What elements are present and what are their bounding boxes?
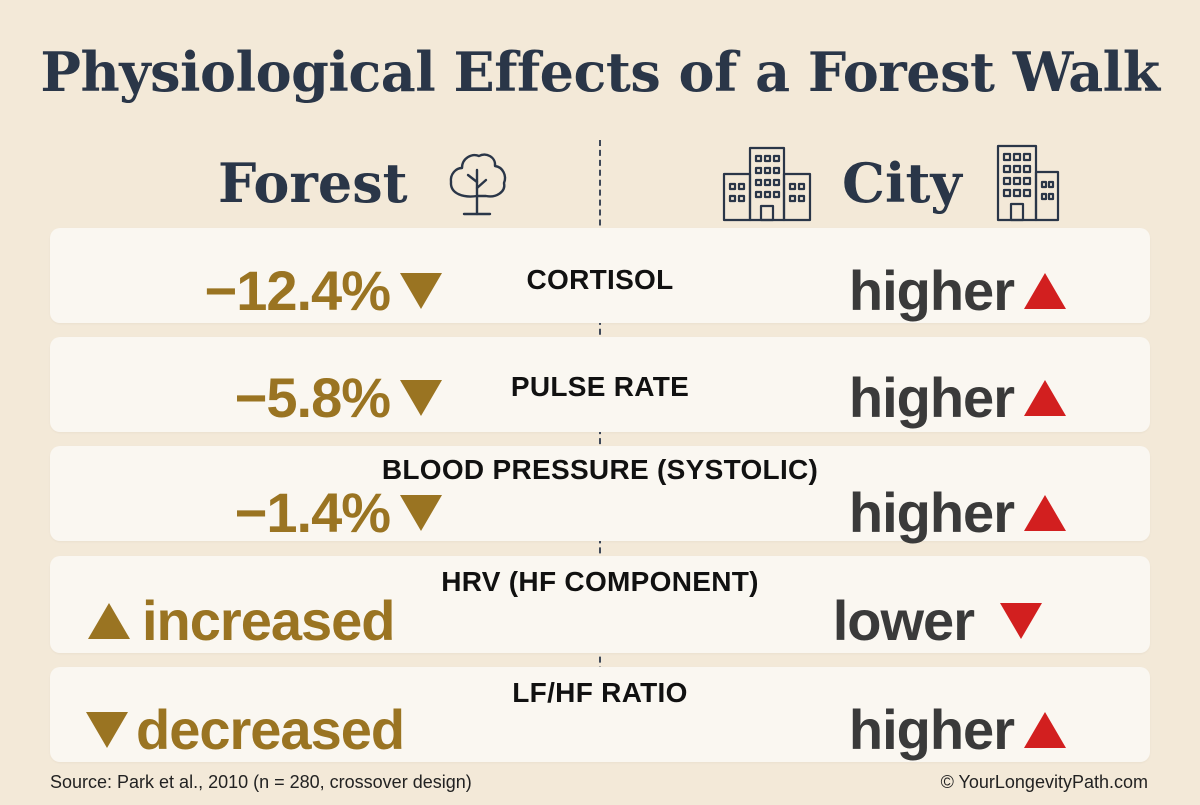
city-value-text: lower [832, 589, 975, 652]
forest-value: −5.8% [235, 365, 442, 430]
forest-column-label: Forest [218, 151, 408, 215]
up-arrow-icon [1024, 494, 1066, 531]
forest-value-text: decreased [136, 698, 405, 761]
building-tower-icon [996, 144, 1059, 222]
source-citation: Source: Park et al., 2010 (n = 280, cros… [50, 772, 472, 792]
forest-value-text: −12.4% [204, 259, 391, 322]
down-arrow-icon [1000, 602, 1042, 639]
down-arrow-icon [400, 379, 442, 416]
city-column-header: City [722, 144, 1062, 222]
up-arrow-icon [1024, 379, 1066, 416]
metric-label: PULSE RATE [510, 371, 690, 402]
down-arrow-icon [400, 494, 442, 531]
forest-value-text: increased [142, 589, 395, 652]
metric-label: HRV (HF COMPONENT) [441, 566, 759, 597]
forest-value: −12.4% [204, 258, 442, 323]
up-arrow-icon [1024, 272, 1066, 309]
city-value-text: higher [848, 366, 1015, 429]
forest-value-text: −5.8% [234, 366, 391, 429]
city-value: higher [849, 258, 1066, 323]
city-value-text: higher [848, 481, 1015, 544]
metric-label: LF/HF RATIO [512, 677, 688, 708]
city-value: lower [833, 588, 1042, 653]
metric-label: CORTISOL [526, 264, 674, 295]
forest-value: increased [88, 588, 395, 653]
copyright-credit: © YourLongevityPath.com [940, 772, 1148, 792]
row-blood-pressure: BLOOD PRESSURE (SYSTOLIC) −1.4% higher [50, 446, 1150, 544]
up-arrow-icon [88, 602, 130, 639]
forest-value-text: −1.4% [234, 481, 391, 544]
row-lf-hf-ratio: LF/HF RATIO decreased higher [50, 667, 1150, 762]
city-value: higher [849, 480, 1066, 545]
tree-icon [449, 153, 506, 216]
forest-column-header: Forest [218, 148, 512, 218]
city-value: higher [849, 365, 1066, 430]
down-arrow-icon [400, 272, 442, 309]
row-cortisol: CORTISOL −12.4% higher [50, 228, 1150, 323]
city-column-label: City [842, 151, 962, 215]
metric-label: BLOOD PRESSURE (SYSTOLIC) [381, 454, 819, 485]
row-hrv: HRV (HF COMPONENT) increased lower [50, 556, 1150, 653]
forest-value: −1.4% [235, 480, 442, 545]
forest-value: decreased [86, 697, 405, 762]
page-title: Physiological Effects of a Forest Walk [40, 40, 1160, 104]
down-arrow-icon [86, 711, 128, 748]
up-arrow-icon [1024, 711, 1066, 748]
city-value-text: higher [848, 698, 1015, 761]
buildings-icon [722, 146, 812, 222]
row-pulse-rate: PULSE RATE −5.8% higher [50, 337, 1150, 432]
city-value-text: higher [848, 259, 1015, 322]
city-value: higher [849, 697, 1066, 762]
